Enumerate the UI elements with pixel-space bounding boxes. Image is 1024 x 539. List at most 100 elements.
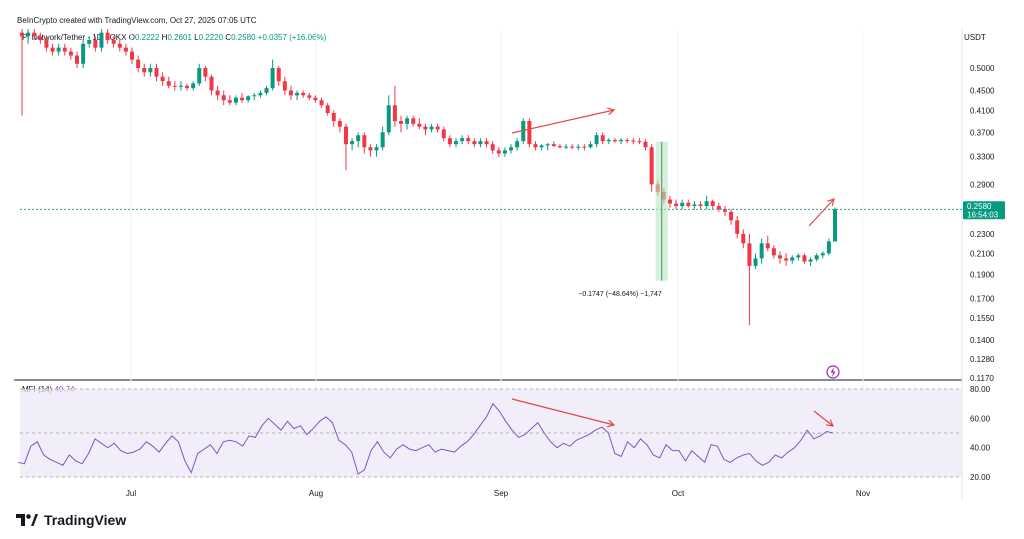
candle-body xyxy=(527,121,532,145)
candle-body xyxy=(722,209,727,212)
candle-body xyxy=(490,144,495,151)
candle-body xyxy=(515,141,520,148)
candle-body xyxy=(264,88,269,93)
open-label: O xyxy=(128,33,135,42)
symbol-name[interactable]: Pi Network/Tether · 1D · OKX xyxy=(22,33,127,42)
price-tick-label: 0.1280 xyxy=(970,355,995,364)
change-value: +0.0357 (+16.06%) xyxy=(257,33,327,42)
candle-body xyxy=(301,92,306,96)
candle-body xyxy=(802,255,807,262)
mfi-tick-label: 20.00 xyxy=(970,473,991,482)
candle-body xyxy=(282,81,287,91)
month-label: Aug xyxy=(309,489,323,498)
price-divergence-arrow-head xyxy=(607,107,616,116)
candle-body xyxy=(759,243,764,259)
candle-body xyxy=(350,141,355,145)
candle-body xyxy=(209,76,214,91)
candle-body xyxy=(539,145,544,148)
price-rebound-arrow xyxy=(808,198,835,227)
candle-body xyxy=(478,141,483,145)
candle-body xyxy=(710,201,715,207)
candle-body xyxy=(233,97,238,103)
close-label: C xyxy=(225,33,232,42)
mfi-line xyxy=(17,402,834,475)
candle-body xyxy=(667,199,672,204)
candle-body xyxy=(582,146,587,148)
candle-body xyxy=(136,59,141,68)
candle-body xyxy=(447,138,452,145)
candle-body xyxy=(130,51,135,60)
price-tick-label: 0.3300 xyxy=(970,153,995,162)
candle-body xyxy=(417,123,422,127)
candle-body xyxy=(368,147,373,151)
candle-body xyxy=(435,126,440,130)
tradingview-logo[interactable]: TradingView xyxy=(16,512,126,528)
price-tick-label: 0.1550 xyxy=(970,314,995,323)
candle-body xyxy=(185,85,190,89)
candle-body xyxy=(148,68,153,73)
candle-body xyxy=(307,95,312,98)
month-label: Oct xyxy=(672,489,685,498)
candle-body xyxy=(227,100,232,103)
candle-body xyxy=(674,203,679,207)
currency-label[interactable]: USDT xyxy=(964,33,986,42)
candle-body xyxy=(325,105,330,114)
low-value: 0.2220 xyxy=(198,33,224,42)
candle-body xyxy=(472,141,477,145)
last-price-value: 0.2580 xyxy=(967,202,992,211)
symbol-legend: Pi Network/Tether · 1D · OKX O0.2222 H0.… xyxy=(22,33,326,42)
candle-body xyxy=(643,141,648,148)
candle-body xyxy=(833,209,837,242)
candle-body xyxy=(808,259,813,262)
candle-body xyxy=(93,40,98,48)
candle-body xyxy=(331,113,336,122)
candle-body xyxy=(154,68,159,77)
price-tick-label: 0.1700 xyxy=(970,294,995,303)
candle-body xyxy=(374,147,379,151)
candle-body xyxy=(246,96,251,101)
candle-body xyxy=(454,141,459,145)
candle-body xyxy=(392,105,397,122)
candle-body xyxy=(564,146,569,148)
mfi-drop-arrow xyxy=(813,410,834,427)
candle-body xyxy=(160,76,165,82)
mfi-divergence-arrow xyxy=(511,398,615,426)
candle-body xyxy=(288,90,293,96)
candle-body xyxy=(466,138,471,142)
candle-body xyxy=(44,40,49,48)
candle-body xyxy=(619,139,624,142)
price-tick-label: 0.3700 xyxy=(970,128,995,137)
candle-body xyxy=(631,140,636,142)
tradingview-logo-icon xyxy=(16,514,38,526)
month-label: Jul xyxy=(126,489,136,498)
candle-body xyxy=(215,90,220,96)
candle-body xyxy=(814,255,819,260)
candle-body xyxy=(398,121,403,124)
candle-body xyxy=(820,253,825,256)
candle-body xyxy=(50,47,55,52)
brand-name: TradingView xyxy=(44,512,127,528)
candle-body xyxy=(698,204,703,207)
candle-body xyxy=(771,248,776,256)
candle-body xyxy=(716,206,721,210)
mfi-drop-arrow-head xyxy=(825,419,834,427)
candle-body xyxy=(423,126,428,130)
candle-body xyxy=(790,257,795,261)
candle-body xyxy=(380,132,385,148)
candle-body xyxy=(111,40,116,44)
candle-body xyxy=(356,135,361,142)
candle-body xyxy=(521,121,526,142)
candle-body xyxy=(337,121,342,127)
candle-body xyxy=(594,135,599,145)
candle-body xyxy=(105,32,110,41)
candle-body xyxy=(826,241,831,254)
candle-body xyxy=(221,95,226,101)
candle-body xyxy=(258,92,263,96)
candle-body xyxy=(551,144,556,147)
price-tick-label: 0.4500 xyxy=(970,87,995,96)
price-tick-label: 0.1900 xyxy=(970,271,995,280)
candle-body xyxy=(56,47,61,52)
price-tick-label: 0.1170 xyxy=(970,374,994,383)
candle-body xyxy=(386,105,391,133)
